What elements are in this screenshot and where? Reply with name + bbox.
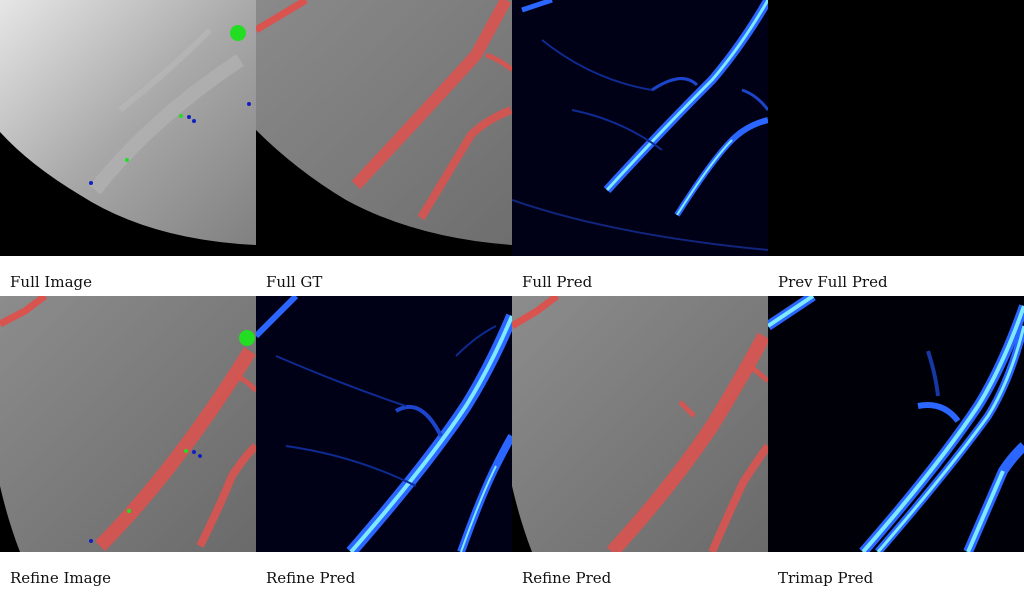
full-image-picture — [0, 0, 256, 256]
positive-click-marker — [239, 330, 255, 346]
refine-image-picture — [0, 296, 256, 552]
negative-click-marker — [192, 119, 196, 123]
prev-full-pred-panel — [768, 0, 1024, 256]
negative-click-marker — [247, 102, 251, 106]
caption-full-pred: Full Pred — [522, 273, 593, 291]
caption-refine-pred-2: Refine Pred — [522, 569, 612, 587]
refine-image-panel — [0, 296, 256, 552]
full-gt-panel — [256, 0, 512, 256]
full-image-panel — [0, 0, 256, 256]
positive-click-marker — [184, 449, 188, 453]
negative-click-marker — [187, 115, 191, 119]
caption-refine-image: Refine Image — [10, 569, 112, 587]
negative-click-marker — [192, 450, 196, 454]
refine-pred-picture-2 — [512, 296, 768, 552]
refine-pred-panel-1 — [256, 296, 512, 552]
caption-refine-pred-1: Refine Pred — [266, 569, 356, 587]
positive-click-marker — [179, 114, 183, 118]
trimap-pred-panel — [768, 296, 1024, 552]
refine-pred-panel-2 — [512, 296, 768, 552]
caption-prev-full-pred: Prev Full Pred — [778, 273, 888, 291]
positive-click-marker — [230, 25, 246, 41]
negative-click-marker — [89, 181, 93, 185]
trimap-pred-picture — [768, 296, 1024, 552]
negative-click-marker — [89, 539, 93, 543]
positive-click-marker — [125, 158, 129, 162]
refine-pred-picture-1 — [256, 296, 512, 552]
caption-trimap-pred: Trimap Pred — [778, 569, 874, 587]
full-pred-picture — [512, 0, 768, 256]
caption-full-gt: Full GT — [266, 273, 323, 291]
negative-click-marker — [198, 454, 202, 458]
full-pred-panel — [512, 0, 768, 256]
positive-click-marker — [127, 509, 131, 513]
caption-full-image: Full Image — [10, 273, 93, 291]
full-gt-picture — [256, 0, 512, 256]
